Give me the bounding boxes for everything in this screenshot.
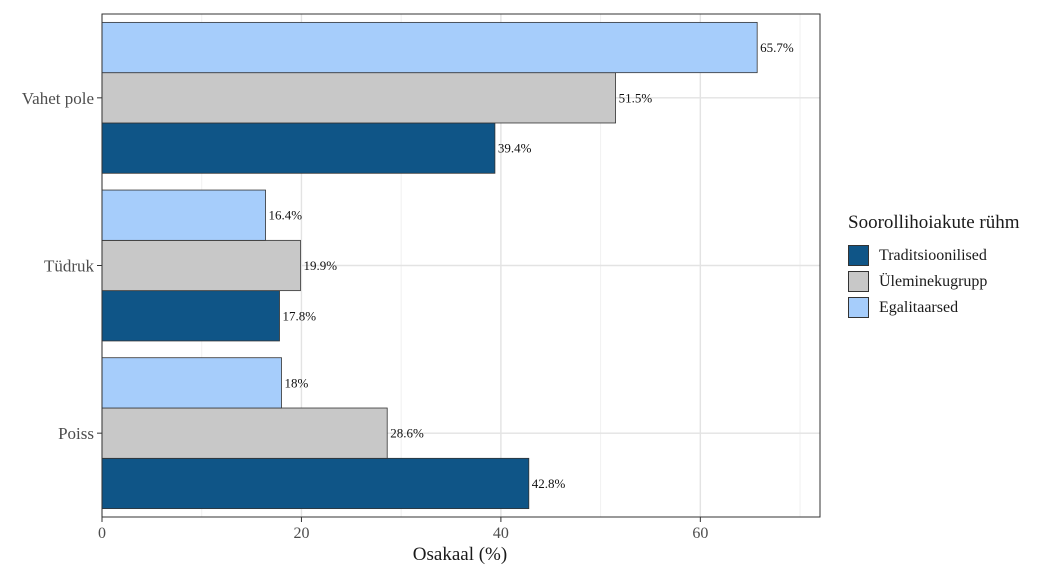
legend-title: Soorollihoiakute rühm <box>848 212 1020 233</box>
bar <box>101 407 388 459</box>
bar-value-label: 19.9% <box>303 258 337 273</box>
x-tick-labels: 0 20 40 60 <box>98 525 708 542</box>
bar-value-label: 17.8% <box>283 308 317 323</box>
legend-swatch <box>848 271 869 292</box>
bar <box>101 290 280 342</box>
bar-value-label: 18% <box>285 375 309 390</box>
bar-value-label: 16.4% <box>269 208 303 223</box>
x-tick-label: 60 <box>692 525 708 542</box>
legend-item-traditsioonilised: Traditsioonilised <box>848 243 1020 268</box>
y-tick-label: Poiss <box>58 424 94 443</box>
bar-value-label: 39.4% <box>498 141 532 156</box>
bar-value-label: 51.5% <box>619 90 653 105</box>
bar <box>101 239 301 292</box>
bar <box>101 357 282 409</box>
legend-label: Egalitaarsed <box>879 298 959 316</box>
bar-labels: 39.4% 17.8% 42.8% 51.5% 19.9% 28.6% 65.7% 16.4%… <box>269 40 794 491</box>
x-axis-title: Osakaal (%) <box>413 544 507 565</box>
x-tick-label: 40 <box>493 525 509 542</box>
y-tick-label: Tüdruk <box>44 257 95 276</box>
bar <box>101 122 496 174</box>
legend: Soorollihoiakute rühm Traditsioonilised … <box>848 212 1020 321</box>
legend-item-uleminekugrupp: Üleminekugrupp <box>848 269 1020 294</box>
bar <box>101 21 758 74</box>
bar <box>101 457 530 510</box>
bar <box>101 189 266 241</box>
legend-label: Üleminekugrupp <box>879 272 988 290</box>
legend-label: Traditsioonilised <box>879 246 987 264</box>
legend-swatch <box>848 297 869 318</box>
bar <box>101 72 616 124</box>
y-tick-label: Vahet pole <box>22 89 94 108</box>
legend-item-egalitaarsed: Egalitaarsed <box>848 295 1020 320</box>
bar-value-label: 42.8% <box>532 476 566 491</box>
bar-value-label: 28.6% <box>390 426 424 441</box>
y-tick-labels: Vahet pole Tüdruk Poiss <box>22 89 95 443</box>
x-tick-label: 20 <box>293 525 309 542</box>
bar-value-label: 65.7% <box>760 40 794 55</box>
axis-ticks <box>97 97 701 522</box>
x-tick-label: 0 <box>98 525 106 542</box>
legend-swatch <box>848 245 869 266</box>
